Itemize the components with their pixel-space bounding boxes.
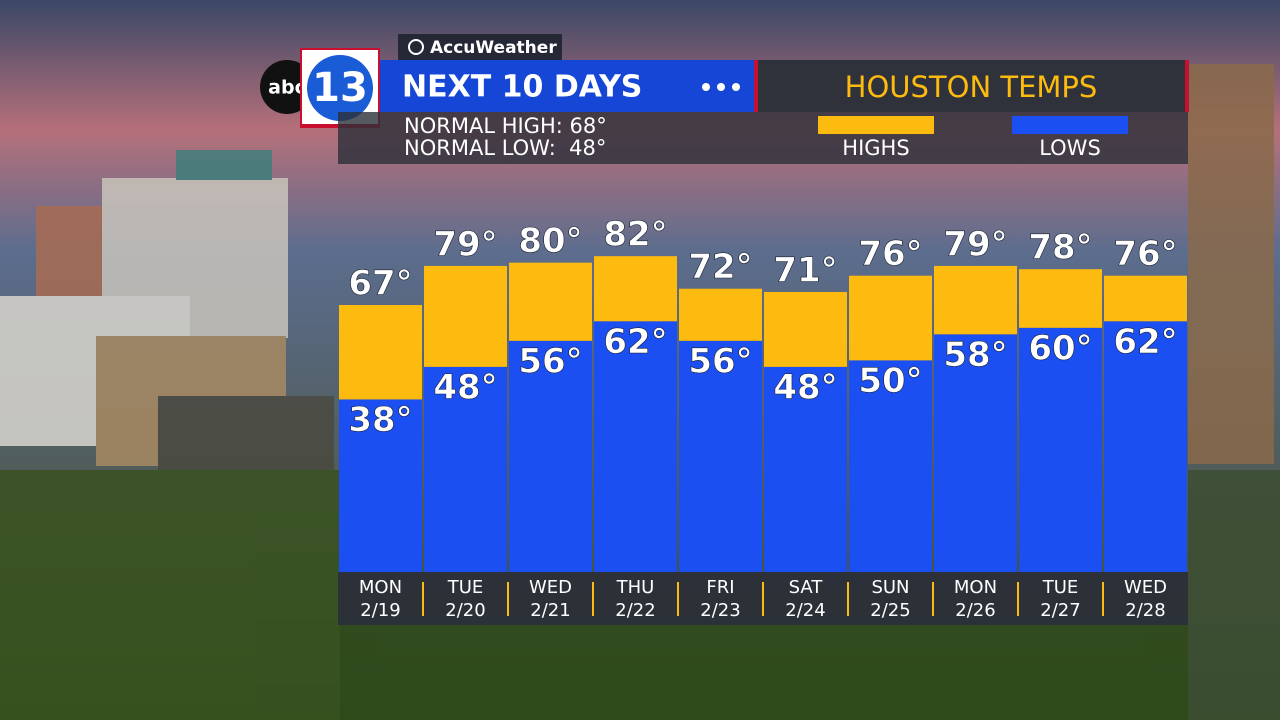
low-label: 62° [603, 322, 667, 362]
low-bar [509, 340, 592, 572]
high-label: 78° [1028, 228, 1092, 268]
high-label: 79° [433, 224, 497, 264]
low-bar [764, 366, 847, 572]
x-tick-weekday: MON [954, 577, 997, 598]
high-bar [934, 265, 1017, 335]
x-tick-label: 2/22 [615, 600, 655, 621]
low-bar [594, 321, 677, 572]
high-label: 76° [858, 234, 922, 274]
high-bar [509, 262, 592, 341]
subtitle-box [755, 60, 1188, 112]
axis-separator [592, 582, 594, 616]
axis-separator [677, 582, 679, 616]
x-tick-weekday: SUN [871, 577, 909, 598]
low-label: 48° [433, 367, 497, 407]
legend-swatch [818, 116, 934, 134]
divider [1185, 60, 1189, 112]
x-tick-label: 2/25 [870, 600, 910, 621]
high-label: 72° [688, 247, 752, 287]
city-silhouette [0, 64, 1280, 720]
high-bar [594, 256, 677, 322]
x-tick-weekday: TUE [447, 577, 484, 598]
x-tick-weekday: WED [529, 577, 572, 598]
high-bar [764, 291, 847, 367]
high-bar [679, 288, 762, 341]
network-name: abc [268, 77, 306, 99]
legend-swatch [1012, 116, 1128, 134]
station-circle [307, 55, 373, 121]
high-label: 71° [773, 250, 837, 290]
axis-separator [422, 582, 424, 616]
low-label: 62° [1113, 322, 1177, 362]
axis-separator [932, 582, 934, 616]
sun-icon [408, 39, 424, 55]
chart-subtitle: HOUSTON TEMPS [845, 70, 1098, 104]
high-label: 82° [603, 215, 667, 255]
x-tick-label: 2/24 [785, 600, 825, 621]
source-badge [398, 34, 562, 60]
x-tick-weekday: MON [359, 577, 402, 598]
low-label: 38° [348, 400, 412, 440]
x-tick-label: 2/23 [700, 600, 740, 621]
low-bar [849, 360, 932, 572]
high-bar [1019, 269, 1102, 328]
title-box [380, 60, 755, 112]
low-bar [339, 399, 422, 572]
divider [754, 60, 758, 112]
low-bar [934, 334, 1017, 572]
x-tick-weekday: TUE [1042, 577, 1079, 598]
high-bar [424, 265, 507, 367]
x-tick-weekday: THU [616, 577, 655, 598]
low-bar [1019, 327, 1102, 572]
axis-separator [1102, 582, 1104, 616]
legend-label: HIGHS [842, 136, 909, 160]
axis-separator [847, 582, 849, 616]
low-label: 56° [518, 341, 582, 381]
x-tick-weekday: FRI [706, 577, 734, 598]
annotation: NORMAL HIGH: 68° [404, 114, 607, 138]
low-label: 50° [858, 361, 922, 401]
annotation: NORMAL LOW: 48° [404, 136, 606, 160]
low-label: 48° [773, 367, 837, 407]
low-label: 56° [688, 341, 752, 381]
x-tick-weekday: WED [1124, 577, 1167, 598]
high-bar [1104, 275, 1187, 322]
high-bar [339, 305, 422, 400]
low-bar [1104, 321, 1187, 572]
x-tick-label: 2/21 [530, 600, 570, 621]
x-tick-label: 2/20 [445, 600, 485, 621]
high-label: 79° [943, 224, 1007, 264]
low-label: 58° [943, 335, 1007, 375]
station-number: 13 [312, 65, 368, 111]
x-tick-label: 2/27 [1040, 600, 1080, 621]
high-bar [849, 275, 932, 361]
x-tick-label: 2/28 [1125, 600, 1165, 621]
x-tick-label: 2/26 [955, 600, 995, 621]
axis-separator [762, 582, 764, 616]
x-tick-label: 2/19 [360, 600, 400, 621]
x-tick-weekday: SAT [789, 577, 824, 598]
low-label: 60° [1028, 328, 1092, 368]
source-name: AccuWeather [430, 38, 557, 58]
axis-separator [1017, 582, 1019, 616]
axis-separator [507, 582, 509, 616]
high-label: 76° [1113, 234, 1177, 274]
low-bar [424, 366, 507, 572]
legend-label: LOWS [1039, 136, 1101, 160]
high-label: 80° [518, 221, 582, 261]
high-label: 67° [348, 264, 412, 304]
low-bar [679, 340, 762, 572]
menu-dots [702, 83, 740, 91]
chart-title: NEXT 10 DAYS [402, 70, 642, 105]
